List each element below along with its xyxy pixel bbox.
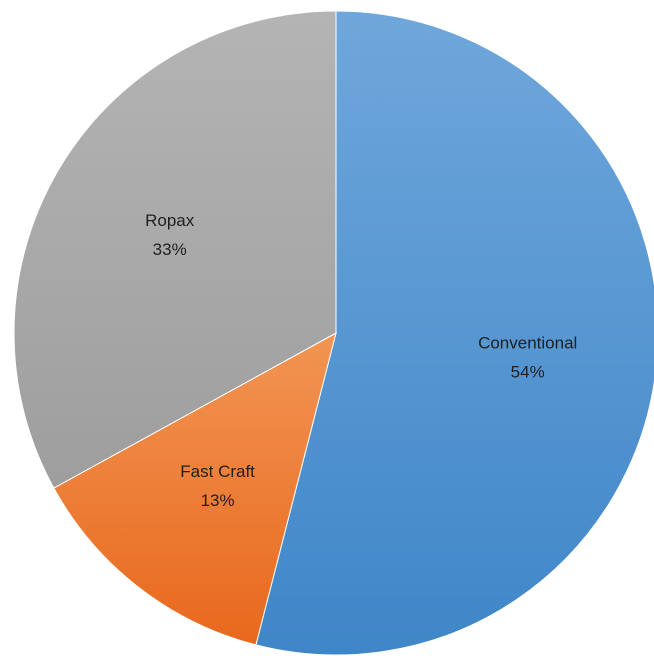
pie-slice-fast-craft — [53, 332, 337, 646]
pie-slice-ropax — [13, 10, 337, 489]
slice-percent-label-fast-craft: 13% — [201, 491, 235, 510]
slice-category-label-fast-craft: Fast Craft — [180, 462, 255, 481]
slice-category-label-ropax: Ropax — [145, 211, 195, 230]
slice-percent-label-conventional: 54% — [511, 363, 545, 382]
slice-category-label-conventional: Conventional — [478, 334, 577, 353]
pie-slice-conventional — [255, 10, 654, 656]
slice-percent-label-ropax: 33% — [153, 240, 187, 259]
